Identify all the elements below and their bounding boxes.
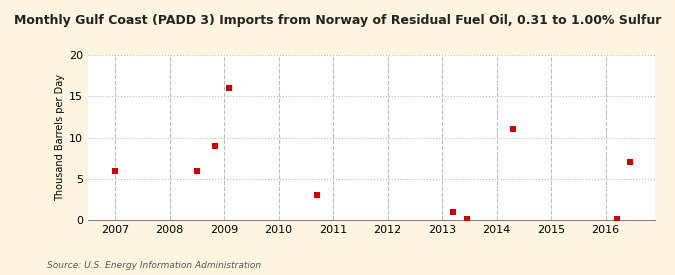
Y-axis label: Thousand Barrels per Day: Thousand Barrels per Day <box>55 74 65 201</box>
Point <box>109 168 120 173</box>
Text: Monthly Gulf Coast (PADD 3) Imports from Norway of Residual Fuel Oil, 0.31 to 1.: Monthly Gulf Coast (PADD 3) Imports from… <box>14 14 662 27</box>
Point <box>209 144 220 148</box>
Point <box>224 86 235 90</box>
Text: Source: U.S. Energy Information Administration: Source: U.S. Energy Information Administ… <box>47 260 261 270</box>
Point <box>192 168 202 173</box>
Point <box>448 210 458 214</box>
Point <box>611 217 622 221</box>
Point <box>461 217 472 221</box>
Point <box>625 160 636 164</box>
Point <box>508 127 518 131</box>
Point <box>311 193 322 197</box>
